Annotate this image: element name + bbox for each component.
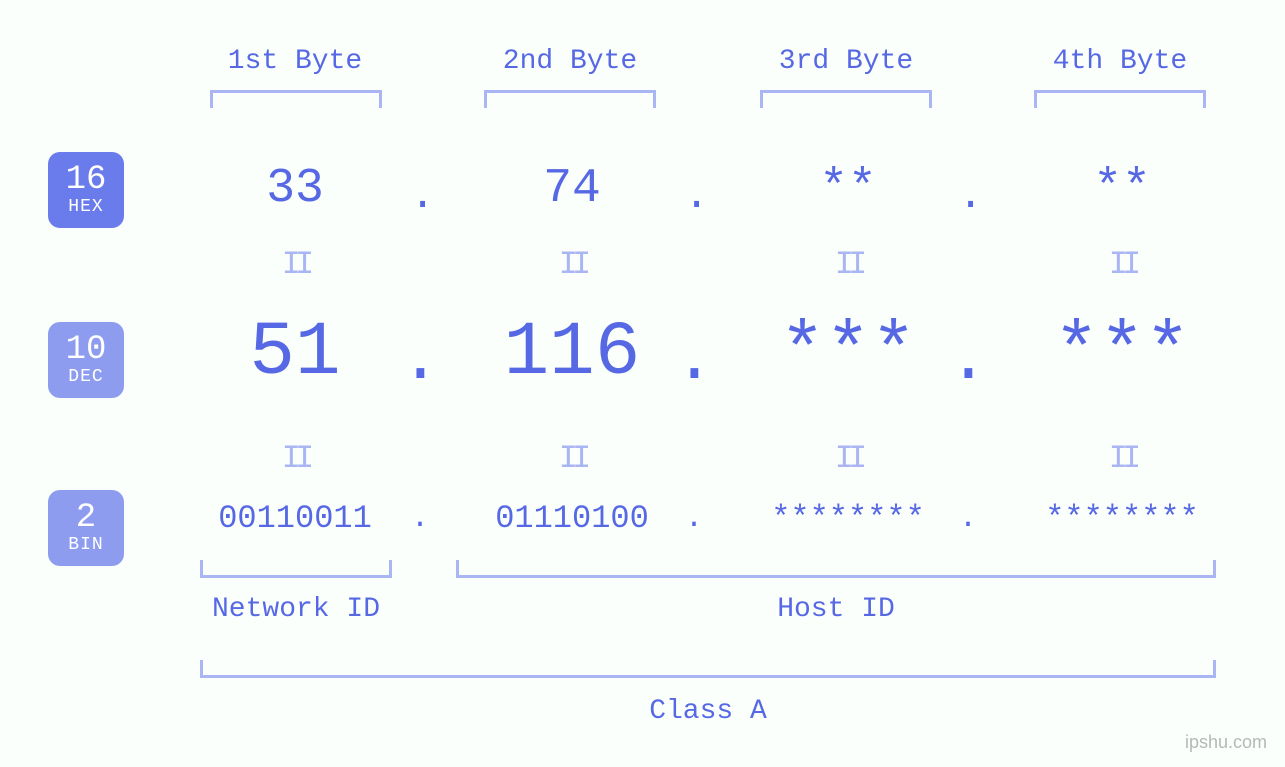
bracket-class bbox=[200, 660, 1216, 678]
dec-dot-3: . bbox=[948, 322, 988, 399]
badge-bin-label: BIN bbox=[68, 536, 103, 555]
bin-byte-1: 00110011 bbox=[195, 500, 395, 537]
eq-2-2: II bbox=[552, 440, 592, 477]
eq-1-4: II bbox=[1102, 246, 1142, 283]
dec-byte-4: *** bbox=[1032, 310, 1212, 396]
bracket-top-3 bbox=[760, 90, 932, 108]
badge-bin-num: 2 bbox=[76, 501, 96, 537]
ip-diagram: { "colors": { "background": "#fbfffc", "… bbox=[0, 0, 1285, 767]
badge-dec-label: DEC bbox=[68, 368, 103, 387]
dec-dot-2: . bbox=[674, 322, 714, 399]
hex-byte-1: 33 bbox=[245, 162, 345, 216]
badge-bin: 2 BIN bbox=[48, 490, 124, 566]
bin-dot-1: . bbox=[410, 502, 430, 536]
eq-1-1: II bbox=[275, 246, 315, 283]
badge-dec-num: 10 bbox=[66, 333, 107, 369]
eq-1-2: II bbox=[552, 246, 592, 283]
eq-2-3: II bbox=[828, 440, 868, 477]
badge-hex-num: 16 bbox=[66, 163, 107, 199]
eq-2-4: II bbox=[1102, 440, 1142, 477]
bracket-top-1 bbox=[210, 90, 382, 108]
hex-dot-1: . bbox=[410, 172, 430, 220]
label-host: Host ID bbox=[736, 594, 936, 625]
hex-byte-3: ** bbox=[798, 162, 898, 216]
hex-dot-2: . bbox=[684, 172, 704, 220]
bracket-network bbox=[200, 560, 392, 578]
bin-byte-2: 01110100 bbox=[472, 500, 672, 537]
dec-byte-1: 51 bbox=[205, 310, 385, 396]
bin-byte-3: ******** bbox=[748, 500, 948, 537]
badge-dec: 10 DEC bbox=[48, 322, 124, 398]
watermark: ipshu.com bbox=[1185, 732, 1267, 753]
byte-header-3: 3rd Byte bbox=[776, 46, 916, 77]
eq-1-3: II bbox=[828, 246, 868, 283]
dec-byte-2: 116 bbox=[482, 310, 662, 396]
bracket-top-2 bbox=[484, 90, 656, 108]
byte-header-4: 4th Byte bbox=[1050, 46, 1190, 77]
bin-byte-4: ******** bbox=[1022, 500, 1222, 537]
label-class: Class A bbox=[608, 696, 808, 727]
badge-hex: 16 HEX bbox=[48, 152, 124, 228]
hex-byte-2: 74 bbox=[522, 162, 622, 216]
dec-byte-3: *** bbox=[758, 310, 938, 396]
bin-dot-2: . bbox=[684, 502, 704, 536]
byte-header-1: 1st Byte bbox=[225, 46, 365, 77]
dec-dot-1: . bbox=[400, 322, 440, 399]
badge-hex-label: HEX bbox=[68, 198, 103, 217]
bracket-host bbox=[456, 560, 1216, 578]
byte-header-2: 2nd Byte bbox=[500, 46, 640, 77]
bracket-top-4 bbox=[1034, 90, 1206, 108]
eq-2-1: II bbox=[275, 440, 315, 477]
label-network: Network ID bbox=[196, 594, 396, 625]
bin-dot-3: . bbox=[958, 502, 978, 536]
hex-dot-3: . bbox=[958, 172, 978, 220]
hex-byte-4: ** bbox=[1072, 162, 1172, 216]
